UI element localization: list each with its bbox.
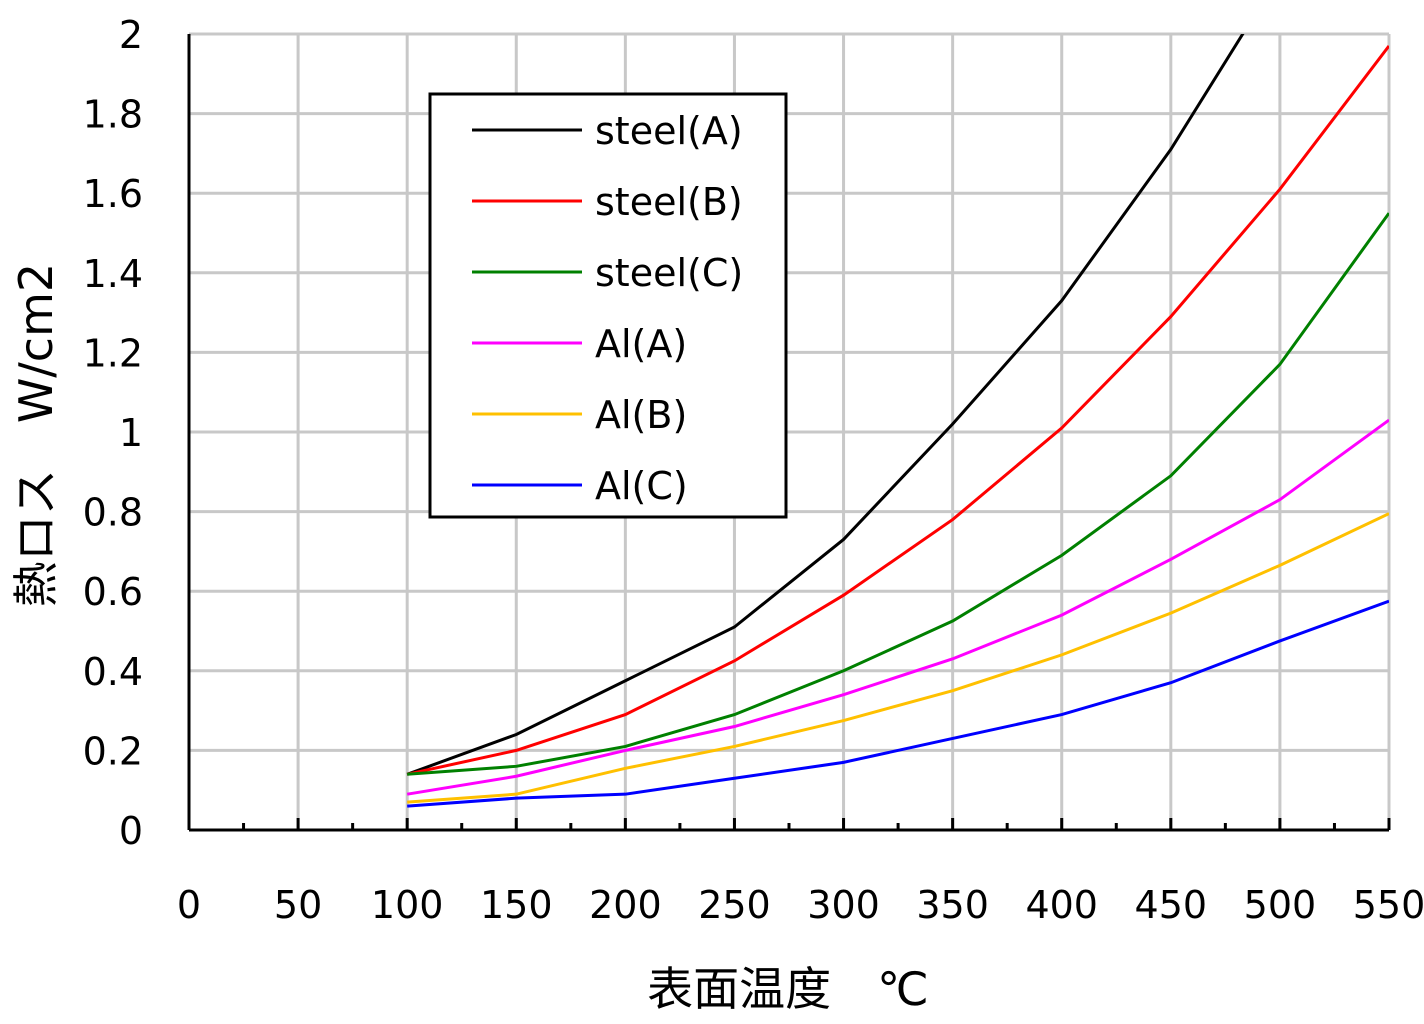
legend-box xyxy=(428,92,788,519)
legend-label: steel(B) xyxy=(595,180,743,224)
y-tick-label: 1.8 xyxy=(83,93,143,137)
x-axis-title: 表面温度 ℃ xyxy=(647,962,929,1016)
x-tick-label: 550 xyxy=(1353,883,1424,927)
series-line-alc xyxy=(407,599,1389,808)
legend-label: steel(A) xyxy=(595,109,743,153)
y-tick-label: 2 xyxy=(119,13,143,57)
series-line-steela xyxy=(406,34,1245,776)
axes xyxy=(187,34,1391,832)
legend: steel(A) steel(B) steel(C) Al(A) Al(B) Al(C) xyxy=(428,92,788,519)
x-tick-label: 500 xyxy=(1244,883,1317,927)
legend-label: steel(C) xyxy=(595,251,743,295)
y-axis-title: 熱ロス W/cm2 xyxy=(9,263,63,607)
y-tick-label: 1.6 xyxy=(83,172,143,216)
y-tick-label: 0.6 xyxy=(83,570,143,614)
y-tick-label: 1.2 xyxy=(83,331,143,375)
x-tick-label: 400 xyxy=(1025,883,1098,927)
legend-label: Al(A) xyxy=(595,322,687,366)
x-tick-label: 250 xyxy=(698,883,771,927)
y-tick-label: 1.4 xyxy=(83,252,143,296)
y-tick-label: 0.8 xyxy=(83,491,143,535)
y-tick-label: 0.2 xyxy=(83,729,143,773)
x-tick-label: 200 xyxy=(589,883,662,927)
x-tick-label: 100 xyxy=(371,883,444,927)
series-line-alb xyxy=(407,512,1389,804)
x-tick-label: 300 xyxy=(807,883,880,927)
y-tick-label: 1 xyxy=(119,411,143,455)
y-tick-label: 0.4 xyxy=(83,650,143,694)
x-tick-label: 150 xyxy=(480,883,553,927)
x-tick-label: 450 xyxy=(1135,883,1208,927)
series-lines xyxy=(406,34,1389,808)
x-tick-label: 50 xyxy=(274,883,322,927)
x-tick-label: 350 xyxy=(916,883,989,927)
legend-label: Al(C) xyxy=(595,464,688,508)
series-line-steelc xyxy=(407,212,1389,776)
series-line-steelb xyxy=(406,45,1389,776)
series-line-ala xyxy=(406,418,1389,796)
tick-labels: 0 50 100 150 200 250 300 350 400 450 500 550 0 0.2 0.4… xyxy=(83,13,1424,927)
x-tick-label: 0 xyxy=(177,883,201,927)
legend-label: Al(B) xyxy=(595,393,687,437)
y-tick-label: 0 xyxy=(119,809,143,853)
